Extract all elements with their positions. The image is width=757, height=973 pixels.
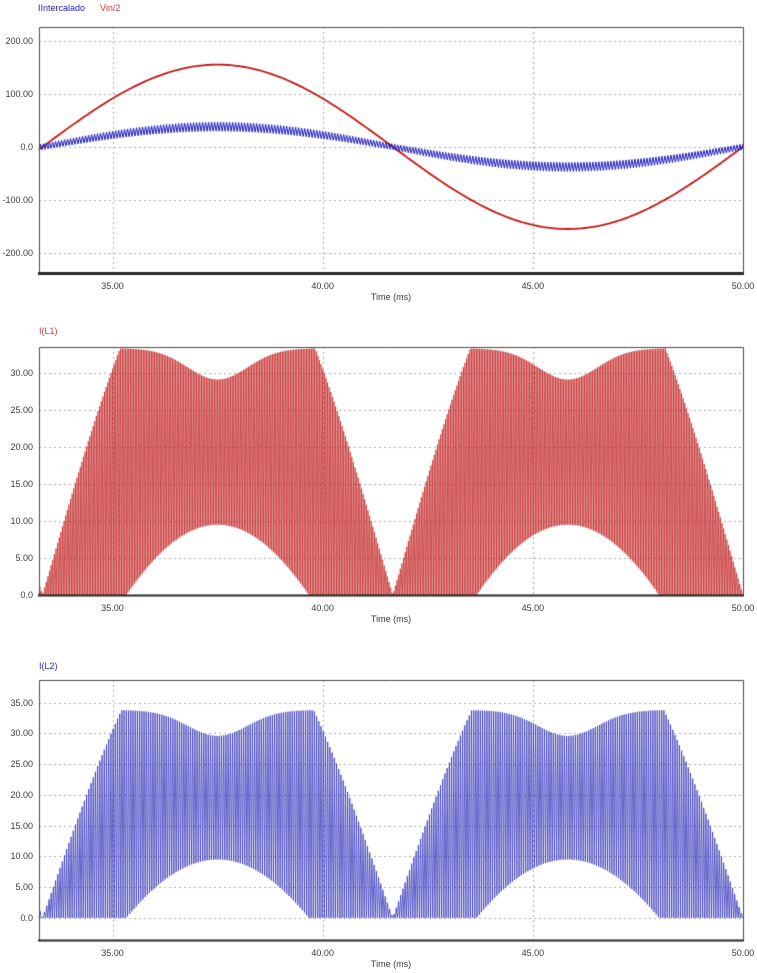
y-tick-label: 30.00 — [10, 728, 33, 739]
x-tick-label: 45.00 — [521, 603, 545, 613]
y-tick-label: 15.00 — [10, 820, 33, 831]
x-axis-title: Time (ms) — [370, 292, 412, 302]
x-tick-label: 45.00 — [521, 281, 545, 291]
y-tick-label: -200.00 — [2, 247, 33, 258]
y-tick-label: 10.00 — [10, 515, 33, 526]
x-tick-label: 40.00 — [311, 281, 334, 291]
legend-il1: I(L1) — [39, 326, 58, 336]
y-tick-label: 0.0 — [20, 912, 33, 923]
y-tick-label: 5.00 — [15, 552, 33, 563]
legend-vin-half: Vin/2 — [100, 3, 121, 13]
y-tick-label: 0.0 — [20, 141, 33, 152]
y-tick-label: -100.00 — [2, 194, 33, 205]
x-tick-label: 50.00 — [731, 948, 755, 958]
y-tick-label: 20.00 — [10, 441, 33, 452]
y-tick-label: 0.0 — [20, 590, 33, 600]
x-axis-title: Time (ms) — [370, 614, 412, 624]
y-tick-label: 100.00 — [5, 88, 33, 99]
x-tick-label: 35.00 — [101, 948, 124, 958]
y-tick-label: 25.00 — [10, 759, 33, 770]
y-tick-label: 15.00 — [10, 478, 33, 489]
x-tick-label: 40.00 — [311, 948, 334, 958]
y-tick-label: 30.00 — [10, 367, 33, 378]
x-tick-label: 50.00 — [731, 603, 755, 613]
x-tick-label: 40.00 — [311, 603, 334, 613]
y-tick-label: 5.00 — [15, 882, 33, 893]
y-tick-label: 35.00 — [10, 697, 33, 708]
x-tick-label: 45.00 — [521, 948, 545, 958]
y-tick-label: 10.00 — [10, 851, 33, 862]
y-tick-label: 200.00 — [5, 35, 33, 46]
y-tick-label: 25.00 — [10, 404, 33, 415]
x-tick-label: 50.00 — [731, 281, 755, 291]
y-tick-label: 20.00 — [10, 789, 33, 800]
legend-il2: I(L2) — [39, 661, 58, 671]
x-tick-label: 35.00 — [101, 603, 124, 613]
x-axis-title: Time (ms) — [370, 959, 412, 969]
legend-iintercalado: IIntercalado — [38, 3, 86, 13]
x-tick-label: 35.00 — [101, 281, 124, 291]
